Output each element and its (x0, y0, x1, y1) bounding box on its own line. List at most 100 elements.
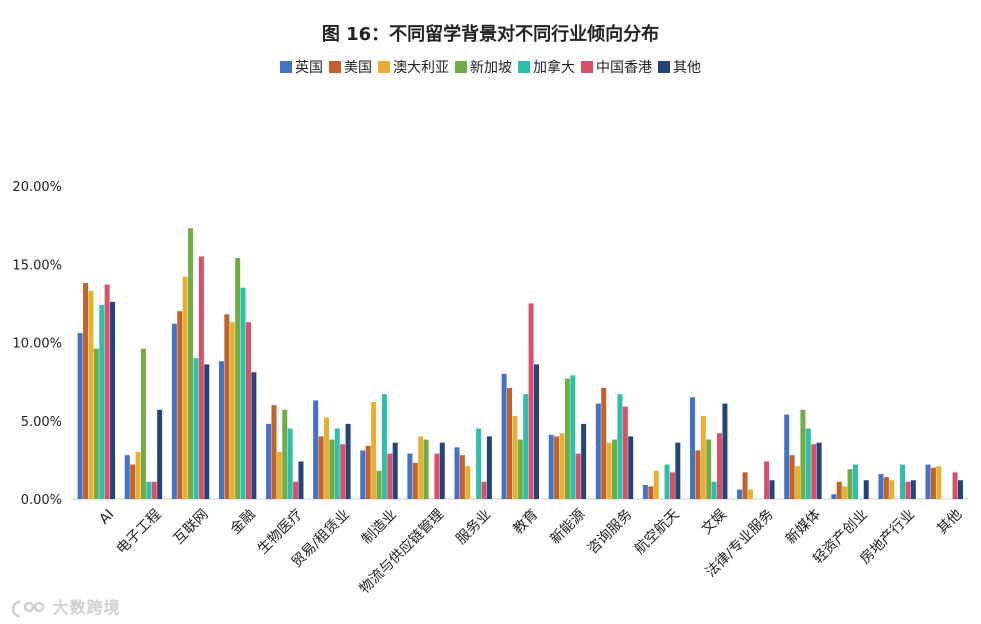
bar (135, 452, 141, 499)
legend-item: 澳大利亚 (378, 57, 449, 77)
bar (323, 417, 329, 499)
legend-item: 加拿大 (518, 57, 575, 77)
legend-item: 英国 (280, 57, 323, 77)
bar (695, 450, 701, 499)
bar (842, 486, 848, 499)
bar (936, 466, 942, 499)
bar (434, 453, 440, 499)
bar (266, 423, 272, 499)
x-tick-label: 新能源 (547, 507, 588, 548)
bar (517, 439, 523, 499)
bar (381, 394, 387, 499)
bar (559, 433, 565, 499)
bar (910, 480, 916, 499)
legend: 英国 美国 澳大利亚 新加坡 加拿大 中国香港 其他 (0, 57, 981, 77)
bar (412, 463, 418, 499)
bar (711, 481, 717, 499)
bar (88, 290, 94, 499)
bar (795, 466, 801, 499)
bar (764, 461, 770, 499)
bar (198, 256, 204, 499)
bar (737, 489, 743, 499)
legend-swatch (455, 61, 467, 73)
bar (392, 442, 398, 499)
bars-layer (77, 228, 963, 500)
bar (454, 447, 460, 499)
x-tick-label: 文娱 (699, 507, 730, 538)
legend-item: 其他 (658, 57, 701, 77)
bar (706, 439, 712, 499)
bar (570, 375, 576, 499)
x-tick-label: 教育 (510, 507, 541, 538)
bar (218, 361, 224, 499)
y-tick-label: 0.00% (21, 493, 62, 508)
legend-label: 美国 (344, 60, 372, 76)
legend-swatch (378, 61, 390, 73)
legend-swatch (280, 61, 292, 73)
bar (318, 436, 324, 499)
bar (664, 464, 670, 499)
bar (235, 257, 241, 499)
x-tick-label: 咨询服务 (585, 507, 636, 558)
bar (648, 486, 654, 499)
bar (334, 428, 340, 499)
bar (360, 450, 366, 499)
bar (789, 455, 795, 499)
bar (564, 378, 570, 499)
bar (371, 401, 377, 499)
bar (83, 283, 89, 499)
bar (188, 228, 194, 499)
bar (271, 405, 277, 499)
bar (905, 481, 911, 499)
x-tick-label: 其他 (934, 507, 965, 538)
bar (407, 453, 413, 499)
bar (742, 472, 748, 499)
bar (889, 480, 895, 499)
bar (476, 428, 482, 499)
bar (177, 311, 183, 499)
bar (805, 428, 811, 499)
bar (653, 470, 659, 499)
bar (481, 481, 487, 499)
bar (376, 470, 382, 499)
bar (675, 442, 681, 499)
legend-item: 美国 (329, 57, 372, 77)
x-tick-label: 航空航天 (632, 507, 683, 558)
bar (883, 477, 889, 499)
chart-title: 图 16：不同留学背景对不同行业倾向分布 (321, 24, 660, 45)
bar (617, 394, 623, 499)
legend-swatch (658, 61, 670, 73)
bar (811, 444, 817, 499)
bar (204, 364, 210, 499)
bar (418, 436, 424, 499)
bar (245, 322, 251, 499)
bar (595, 403, 601, 499)
bar (77, 333, 83, 499)
legend-swatch (581, 61, 593, 73)
bar (99, 304, 105, 499)
bar (282, 409, 288, 499)
bar (157, 409, 163, 499)
legend-swatch (518, 61, 530, 73)
bar (313, 400, 319, 499)
bar (952, 472, 958, 499)
bar (722, 403, 728, 499)
bar (847, 469, 853, 499)
bar (606, 442, 612, 499)
x-tick-label: 服务业 (453, 507, 494, 548)
bar (298, 461, 304, 499)
bar (878, 473, 884, 499)
bar (528, 303, 534, 500)
bar (642, 484, 648, 499)
bar (146, 481, 152, 499)
bar (523, 394, 529, 499)
bar (669, 472, 675, 499)
bar (340, 444, 346, 499)
bar (251, 372, 257, 499)
bar (628, 436, 634, 499)
bar (534, 364, 539, 499)
bar (182, 276, 188, 499)
legend-label: 澳大利亚 (393, 60, 449, 76)
